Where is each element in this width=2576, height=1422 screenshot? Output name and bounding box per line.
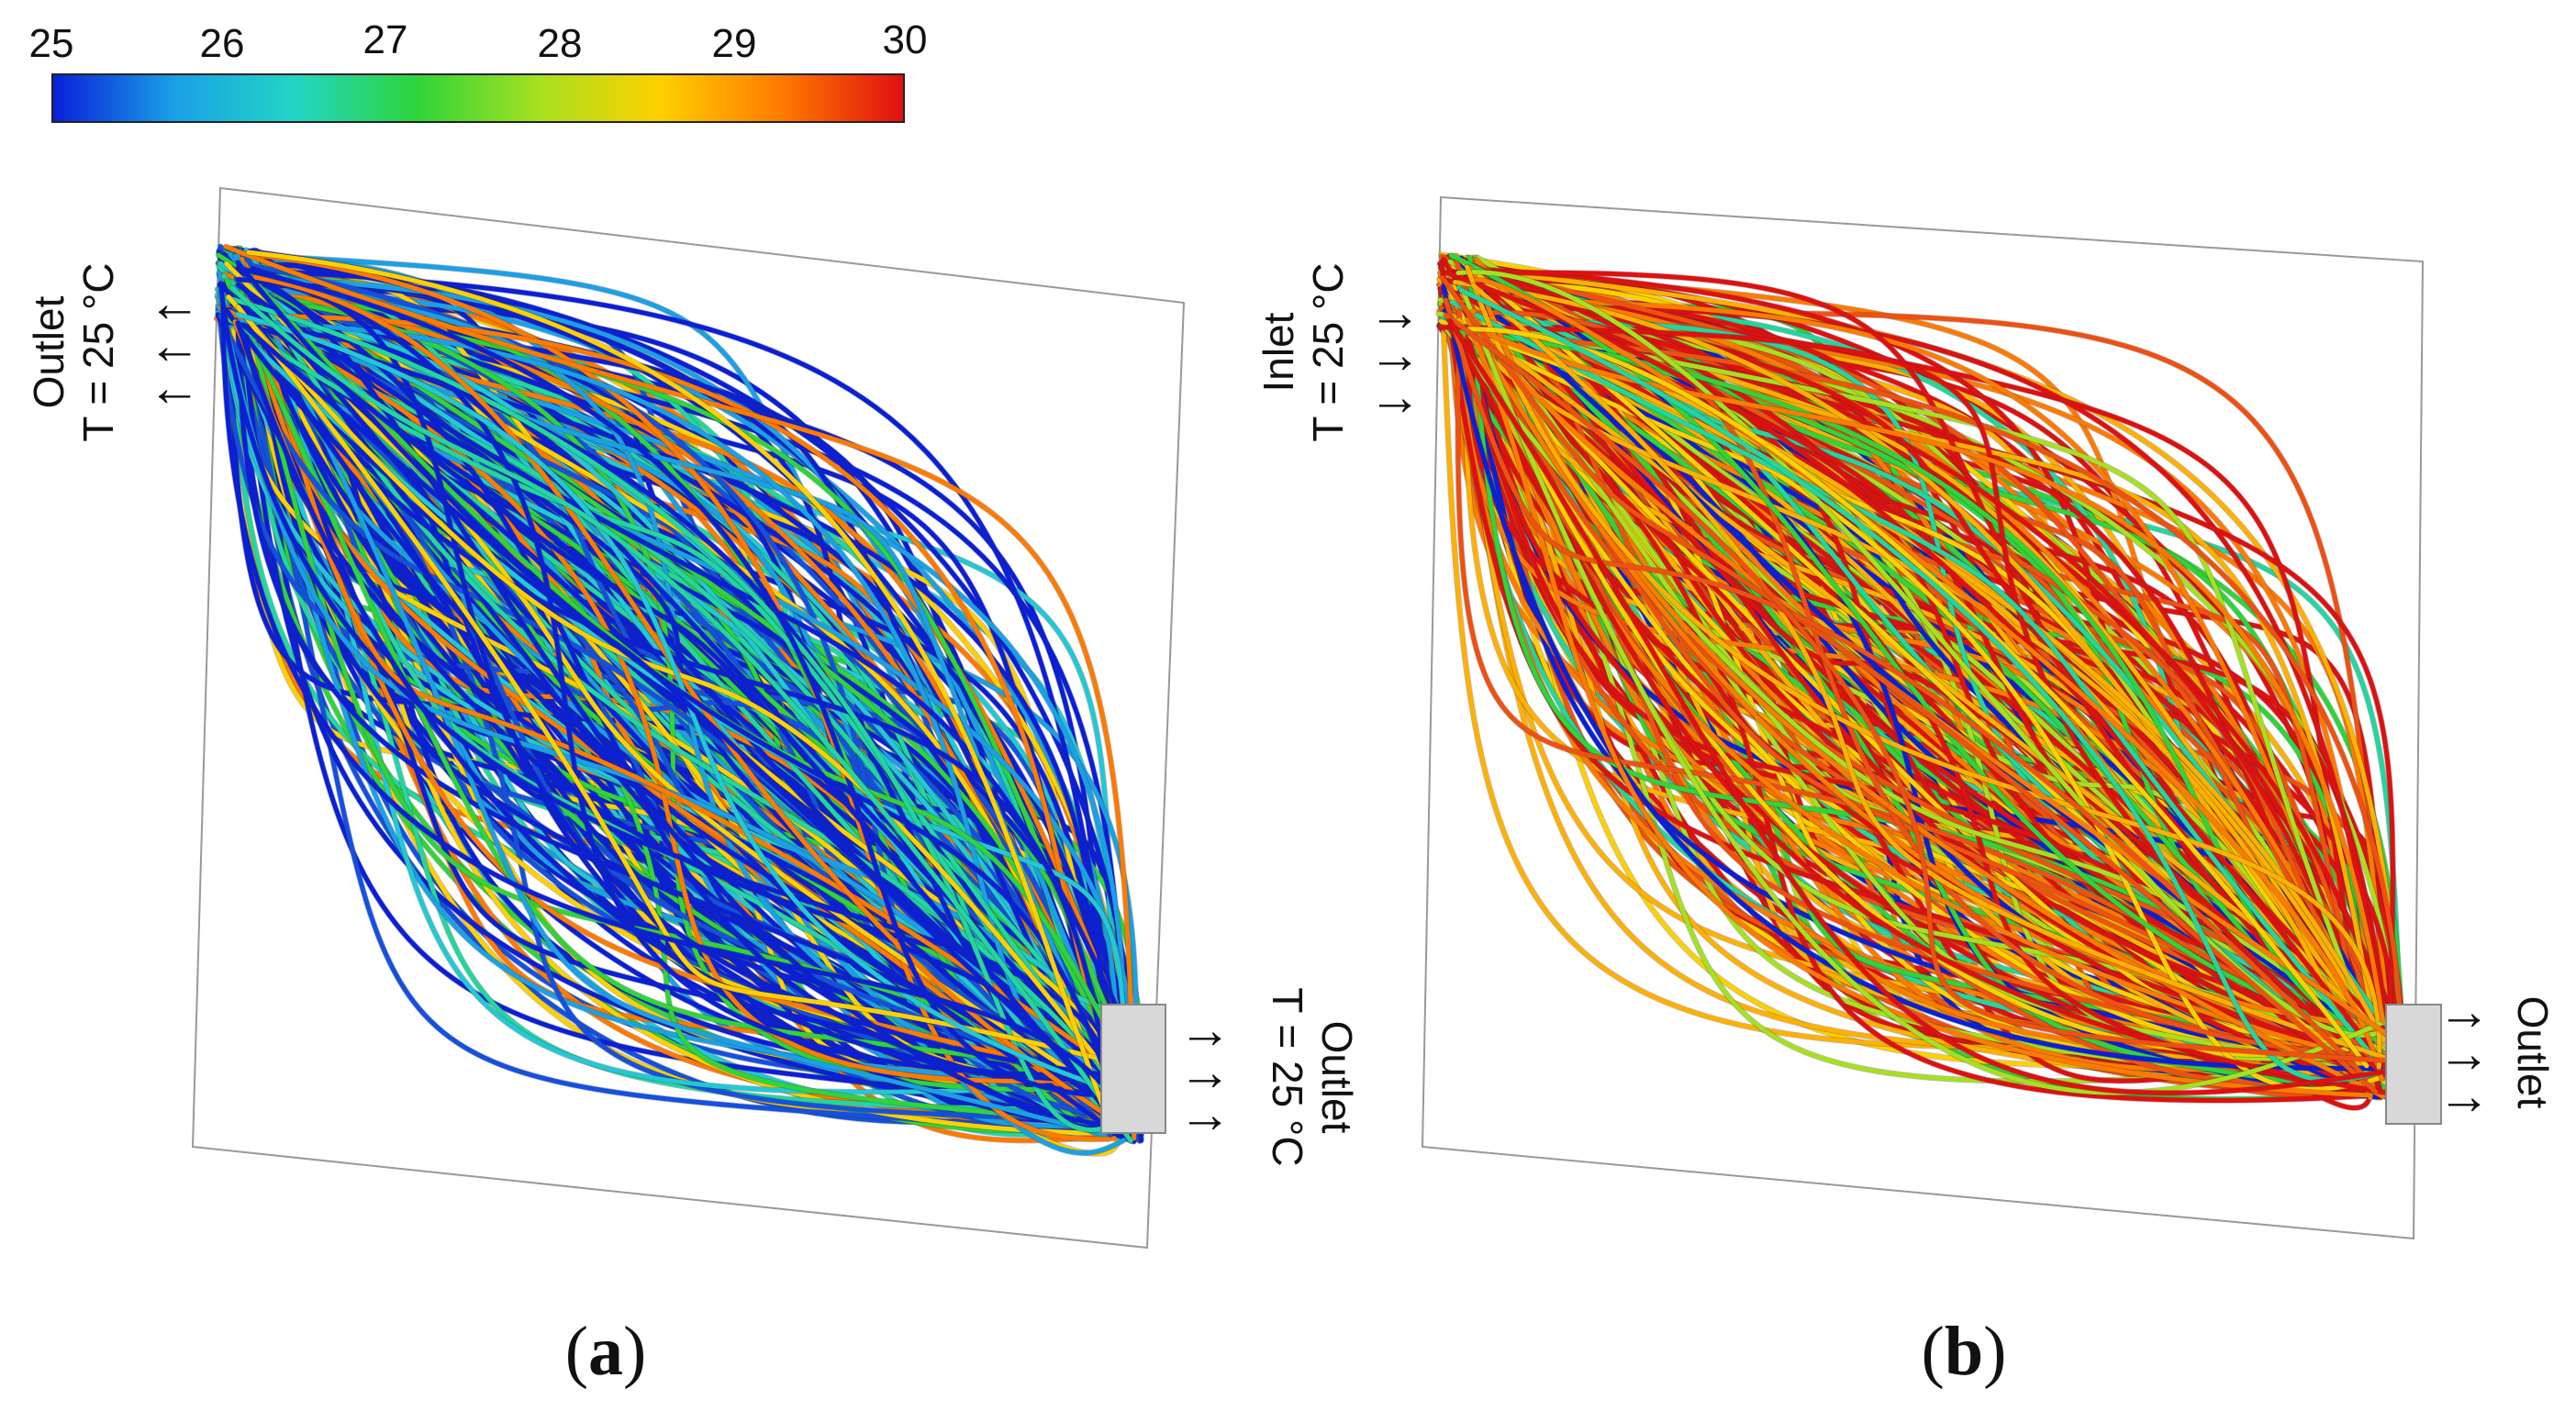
arrow-left-icon: ← — [148, 316, 201, 375]
panel-a-streamlines — [191, 186, 1186, 1250]
label-line: T = 25 °C — [1304, 262, 1352, 442]
arrow-right-icon: → — [1178, 1000, 1232, 1060]
panel-letter: b — [1944, 1313, 1984, 1390]
arrow-right-icon: → — [2437, 982, 2491, 1041]
panel-letter: a — [588, 1313, 623, 1390]
panel-a-outlet-right-label: Outlet T = 25 °C — [1263, 958, 1362, 1196]
colorbar-tick: 29 — [711, 21, 757, 66]
colorbar-tick: 25 — [28, 21, 74, 66]
label-line: Inlet — [1255, 312, 1302, 393]
arrow-left-icon: ← — [148, 273, 201, 333]
label-line: Outlet — [2509, 995, 2557, 1109]
panel-b-caption: (b) — [1921, 1313, 2007, 1390]
arrow-right-icon: → — [1368, 325, 1422, 384]
panel-a-caption: (a) — [564, 1313, 647, 1390]
colorbar-tick: 30 — [882, 17, 928, 62]
arrow-right-icon: → — [1178, 1084, 1232, 1144]
panel-b-right-arrows: → → → — [2423, 982, 2505, 1126]
arrow-right-icon: → — [1178, 1042, 1232, 1102]
panel-a-left-arrows: ← ← ← — [133, 273, 216, 417]
arrow-left-icon: ← — [148, 358, 201, 417]
panel-a-outlet-left-label: Outlet T = 25 °C — [24, 242, 123, 462]
panel-b-inlet-label: Inlet T = 25 °C — [1254, 242, 1353, 462]
panel-b-streamlines — [1421, 195, 2442, 1240]
colorbar-tick: 27 — [362, 17, 408, 62]
label-line: T = 25 °C — [74, 262, 122, 442]
arrow-right-icon: → — [1368, 283, 1422, 342]
label-line: T = 25 °C — [1264, 987, 1311, 1167]
label-line: Outlet — [25, 295, 72, 409]
arrow-right-icon: → — [2437, 1024, 2491, 1083]
colorbar-tick: 26 — [199, 21, 245, 66]
colorbar-tick: 28 — [537, 21, 583, 66]
label-line: Outlet — [1313, 1020, 1361, 1134]
panel-b-outlet-label: Outlet — [2508, 979, 2558, 1126]
arrow-right-icon: → — [1368, 367, 1422, 427]
temperature-colorbar — [51, 73, 905, 123]
arrow-right-icon: → — [2437, 1066, 2491, 1126]
panel-a-right-arrows: → → → — [1164, 1000, 1246, 1144]
panel-b-left-arrows: → → → — [1354, 283, 1436, 427]
